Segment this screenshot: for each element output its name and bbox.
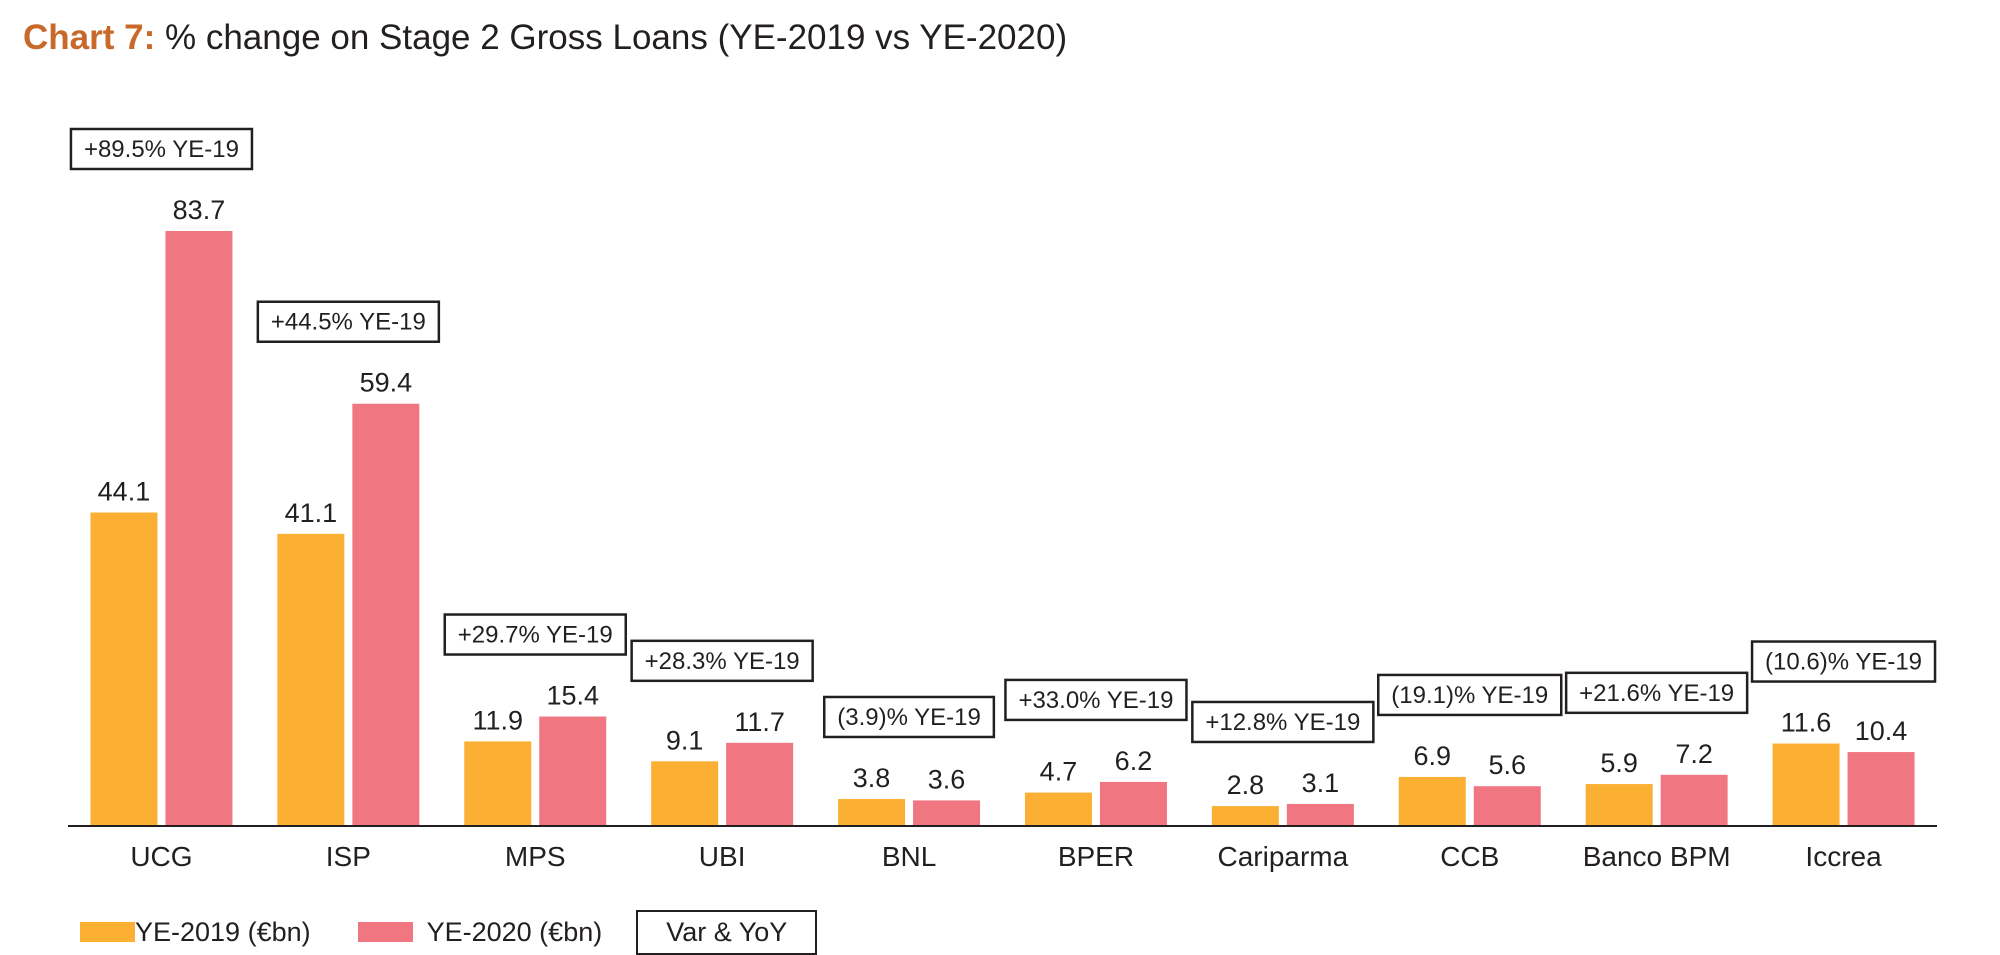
annotation-box [822, 695, 996, 739]
value-label-ye2020: 59.4 [360, 368, 413, 398]
category-label: Cariparma [1217, 841, 1348, 872]
category-label: BNL [882, 841, 936, 872]
bar-ye2019 [651, 761, 719, 826]
legend: YE-2019 (€bn) YE-2020 (€bn) Var & YoY [80, 909, 818, 955]
value-label-ye2019: 9.1 [666, 725, 704, 755]
bar-ye2019 [90, 512, 158, 826]
chart-title: Chart 7: % change on Stage 2 Gross Loans… [23, 18, 1067, 58]
value-label-ye2019: 5.9 [1600, 748, 1638, 778]
value-label-ye2020: 3.6 [928, 764, 966, 794]
annotation-box [69, 127, 254, 171]
value-label-ye2019: 41.1 [285, 498, 338, 528]
bar-ye2020 [165, 231, 233, 826]
labels-layer: 44.1 83.7 UCG +89.5% YE-19 41.1 59.4 ISP +44.5%… [69, 127, 1937, 872]
value-label-ye2019: 6.9 [1413, 741, 1451, 771]
bar-ye2020 [1473, 786, 1541, 826]
chart-title-text: % change on Stage 2 Gross Loans (YE-2019… [164, 18, 1068, 57]
bar-ye2020 [913, 800, 981, 826]
value-label-ye2019: 3.8 [853, 763, 891, 793]
annotation-box [443, 613, 628, 656]
value-label-ye2020: 11.7 [734, 707, 785, 737]
legend-swatch-ye2019 [80, 922, 135, 942]
annotation-box [1004, 678, 1188, 722]
bars-layer [90, 231, 1915, 826]
value-label-ye2019: 44.1 [98, 477, 151, 507]
category-label: MPS [505, 841, 566, 872]
value-label-ye2020: 3.1 [1302, 768, 1340, 798]
value-label-ye2020: 83.7 [173, 195, 226, 225]
category-label: Banco BPM [1583, 841, 1731, 872]
value-label-ye2020: 5.6 [1488, 750, 1526, 780]
annotation-label: (10.6)% YE-19 [1765, 649, 1922, 676]
bar-ye2020 [726, 742, 794, 826]
annotation-label: (3.9)% YE-19 [837, 704, 981, 731]
annotation-label: +29.7% YE-19 [458, 622, 613, 649]
bar-ye2019 [277, 533, 345, 826]
annotation-label: (19.1)% YE-19 [1391, 682, 1548, 709]
chart-title-prefix: Chart 7: [23, 18, 156, 57]
value-label-ye2020: 7.2 [1675, 739, 1713, 769]
value-label-ye2019: 2.8 [1227, 770, 1265, 800]
value-label-ye2019: 11.6 [1781, 708, 1832, 738]
bar-ye2020 [1099, 781, 1167, 826]
bar-ye2020 [1660, 774, 1728, 826]
bar-ye2019 [1211, 806, 1279, 826]
category-label: UCG [130, 841, 192, 872]
bar-ye2019 [838, 798, 906, 826]
legend-swatch-ye2020 [357, 922, 413, 942]
annotation-box [630, 639, 814, 683]
bar-ye2019 [1772, 743, 1840, 826]
annotation-box [1377, 673, 1563, 717]
value-label-ye2020: 15.4 [546, 681, 599, 711]
annotation-box [1191, 700, 1375, 744]
category-label: CCB [1440, 841, 1499, 872]
legend-label-ye2020: YE-2020 (€bn) [426, 916, 603, 947]
annotation-box [1750, 640, 1937, 683]
bar-ye2020 [352, 403, 420, 826]
bar-chart: 44.1 83.7 UCG +89.5% YE-19 41.1 59.4 ISP +44.5%… [68, 127, 1937, 872]
annotation-box [256, 300, 441, 343]
annotation-label: +21.6% YE-19 [1579, 680, 1734, 707]
value-label-ye2020: 10.4 [1855, 716, 1908, 746]
bar-ye2019 [1398, 776, 1466, 826]
bar-ye2019 [1024, 792, 1092, 826]
legend-item-ye2019: YE-2019 (€bn) [80, 917, 311, 948]
bar-ye2019 [464, 741, 532, 826]
category-label: UBI [699, 841, 746, 872]
bar-ye2019 [1585, 784, 1653, 826]
annotation-label: +44.5% YE-19 [271, 309, 426, 336]
bar-ye2020 [539, 716, 607, 826]
value-label-ye2019: 11.9 [472, 705, 523, 735]
category-label: Iccrea [1805, 841, 1882, 872]
legend-var-yoy-box: Var & YoY [636, 909, 818, 955]
annotation-label: +33.0% YE-19 [1018, 687, 1173, 714]
legend-item-ye2020: YE-2020 (€bn) [357, 916, 603, 948]
category-label: ISP [326, 841, 371, 872]
annotation-label: +28.3% YE-19 [645, 648, 800, 675]
bar-ye2020 [1847, 752, 1915, 826]
bar-ye2020 [1286, 803, 1354, 826]
category-label: BPER [1058, 841, 1134, 872]
legend-label-ye2019: YE-2019 (€bn) [135, 916, 311, 947]
annotation-label: +89.5% YE-19 [84, 136, 239, 163]
annotation-box [1564, 671, 1749, 715]
annotation-label: +12.8% YE-19 [1205, 709, 1360, 736]
value-label-ye2020: 6.2 [1115, 746, 1153, 776]
value-label-ye2019: 4.7 [1040, 757, 1078, 787]
